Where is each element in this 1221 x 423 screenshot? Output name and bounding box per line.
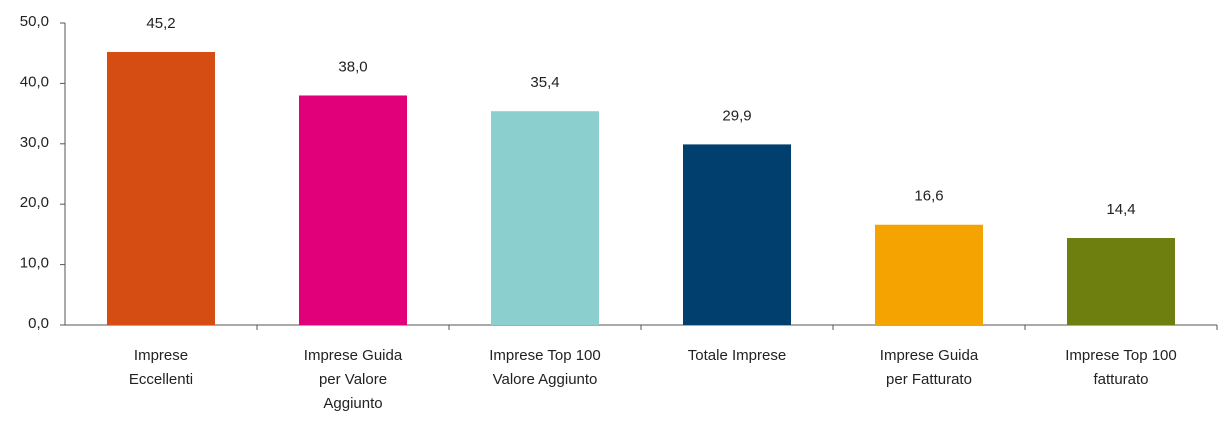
bar bbox=[299, 95, 407, 325]
y-tick-label: 50,0 bbox=[20, 13, 49, 30]
bar bbox=[683, 144, 791, 325]
bar bbox=[107, 51, 215, 325]
x-tick-label: per Fatturato bbox=[886, 371, 972, 388]
x-tick-label: Eccellenti bbox=[129, 371, 193, 388]
x-tick-label: Imprese bbox=[134, 347, 188, 364]
x-tick-label: Imprese Guida bbox=[880, 347, 979, 364]
bar bbox=[1067, 238, 1175, 325]
bar bbox=[875, 224, 983, 325]
x-tick-label: Valore Aggiunto bbox=[493, 371, 598, 388]
y-tick-label: 0,0 bbox=[28, 315, 49, 332]
y-tick-label: 20,0 bbox=[20, 194, 49, 211]
value-label: 38,0 bbox=[338, 58, 367, 75]
value-label: 14,4 bbox=[1106, 201, 1135, 218]
x-tick-label: fatturato bbox=[1093, 371, 1148, 388]
x-tick-label: Totale Imprese bbox=[688, 347, 786, 364]
value-label: 16,6 bbox=[914, 188, 943, 205]
value-label: 29,9 bbox=[722, 107, 751, 124]
y-tick-label: 30,0 bbox=[20, 134, 49, 151]
y-tick-label: 40,0 bbox=[20, 73, 49, 90]
bar bbox=[491, 111, 599, 326]
x-tick-label: per Valore bbox=[319, 371, 387, 388]
x-tick-label: Imprese Top 100 bbox=[489, 347, 600, 364]
y-tick-label: 10,0 bbox=[20, 255, 49, 272]
x-tick-label: Aggiunto bbox=[323, 395, 382, 412]
value-label: 35,4 bbox=[530, 74, 559, 91]
x-tick-label: Imprese Top 100 bbox=[1065, 347, 1176, 364]
value-label: 45,2 bbox=[146, 15, 175, 32]
x-tick-label: Imprese Guida bbox=[304, 347, 403, 364]
